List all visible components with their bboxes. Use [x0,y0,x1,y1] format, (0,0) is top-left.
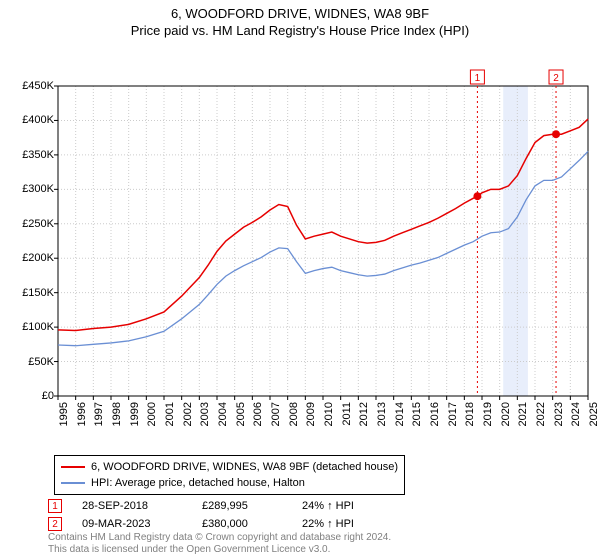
y-tick-label: £300K [6,183,54,195]
x-tick-label: 2004 [217,402,229,442]
y-tick-label: £150K [6,287,54,299]
svg-text:2: 2 [553,73,559,84]
legend-row: 6, WOODFORD DRIVE, WIDNES, WA8 9BF (deta… [61,459,398,475]
sale-marker-icon: 1 [48,499,62,513]
x-tick-label: 2017 [447,402,459,442]
x-tick-label: 2015 [411,402,423,442]
x-tick-label: 2013 [376,402,388,442]
x-tick-label: 2012 [358,402,370,442]
x-tick-label: 2011 [341,402,353,442]
chart-header: 6, WOODFORD DRIVE, WIDNES, WA8 9BF Price… [0,0,600,38]
x-tick-label: 2018 [464,402,476,442]
chart-subtitle: Price paid vs. HM Land Registry's House … [0,23,600,38]
x-tick-label: 2007 [270,402,282,442]
svg-text:1: 1 [475,73,481,84]
x-tick-label: 2010 [323,402,335,442]
y-tick-label: £450K [6,80,54,92]
x-tick-label: 2000 [146,402,158,442]
legend-label: 6, WOODFORD DRIVE, WIDNES, WA8 9BF (deta… [91,461,398,473]
x-tick-label: 2005 [235,402,247,442]
x-tick-label: 1997 [93,402,105,442]
x-tick-label: 2024 [570,402,582,442]
x-tick-label: 2008 [288,402,300,442]
chart-title: 6, WOODFORD DRIVE, WIDNES, WA8 9BF [0,6,600,21]
x-tick-label: 2019 [482,402,494,442]
sale-row: 1 28-SEP-2018£289,99524% ↑ HPI [48,497,402,515]
x-tick-label: 2003 [199,402,211,442]
y-tick-label: £200K [6,252,54,264]
legend: 6, WOODFORD DRIVE, WIDNES, WA8 9BF (deta… [54,455,405,495]
sale-price: £289,995 [202,500,302,512]
y-tick-label: £250K [6,218,54,230]
y-tick-label: £0 [6,390,54,402]
sale-diff: 24% ↑ HPI [302,500,402,512]
sales-table: 1 28-SEP-2018£289,99524% ↑ HPI 2 09-MAR-202… [48,497,402,533]
x-tick-label: 2016 [429,402,441,442]
sale-row: 2 09-MAR-2023£380,00022% ↑ HPI [48,515,402,533]
x-tick-label: 2001 [164,402,176,442]
x-tick-label: 1999 [129,402,141,442]
sale-date: 28-SEP-2018 [82,500,202,512]
sale-price: £380,000 [202,518,302,530]
y-tick-label: £100K [6,321,54,333]
chart-area: 12 £0£50K£100K£150K£200K£250K£300K£350K£… [0,38,600,448]
sale-marker-icon: 2 [48,517,62,531]
footer: Contains HM Land Registry data © Crown c… [48,532,391,556]
x-tick-label: 2014 [394,402,406,442]
legend-row: HPI: Average price, detached house, Halt… [61,475,398,491]
x-tick-label: 2020 [500,402,512,442]
x-tick-label: 2021 [517,402,529,442]
x-tick-label: 2009 [305,402,317,442]
x-tick-label: 1995 [58,402,70,442]
x-tick-label: 2006 [252,402,264,442]
legend-swatch [61,482,85,484]
legend-label: HPI: Average price, detached house, Halt… [91,477,305,489]
sale-diff: 22% ↑ HPI [302,518,402,530]
x-tick-label: 2023 [553,402,565,442]
y-tick-label: £400K [6,114,54,126]
footer-line1: Contains HM Land Registry data © Crown c… [48,532,391,544]
x-tick-label: 2002 [182,402,194,442]
x-tick-label: 2025 [588,402,600,442]
x-tick-label: 1998 [111,402,123,442]
x-tick-label: 2022 [535,402,547,442]
legend-swatch [61,466,85,468]
y-tick-label: £350K [6,149,54,161]
y-tick-label: £50K [6,356,54,368]
sale-date: 09-MAR-2023 [82,518,202,530]
x-tick-label: 1996 [76,402,88,442]
chart-svg: 12 [0,38,600,448]
footer-line2: This data is licensed under the Open Gov… [48,544,391,556]
